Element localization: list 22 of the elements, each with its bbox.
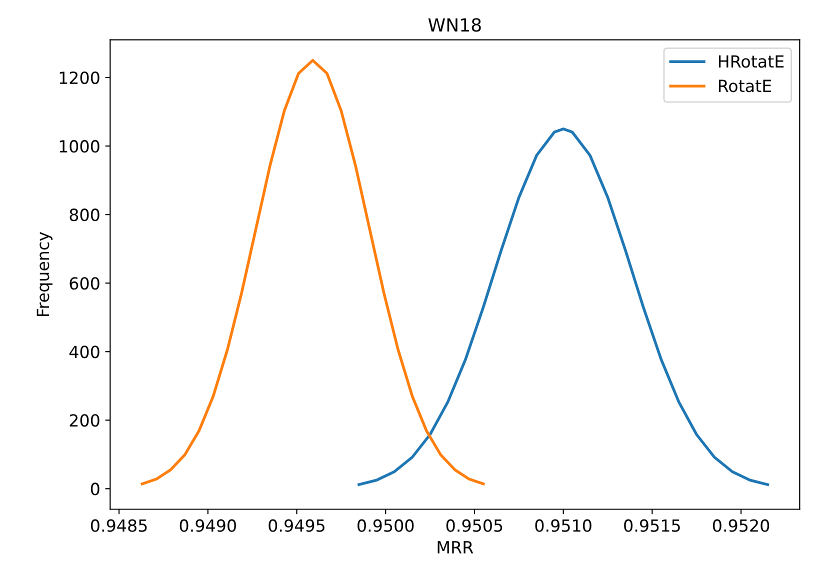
x-tick-label: 0.9500 bbox=[358, 519, 414, 532]
line-series bbox=[358, 128, 770, 486]
legend-label: HRotatE bbox=[718, 55, 784, 68]
y-tick-label: 1000 bbox=[60, 140, 100, 153]
x-tick-label: 0.9510 bbox=[535, 519, 592, 532]
x-tick-label: 0.9495 bbox=[268, 519, 324, 532]
x-axis-title: MRR bbox=[438, 541, 474, 554]
line-series bbox=[140, 59, 485, 486]
y-tick-label: 400 bbox=[69, 346, 100, 358]
y-tick-label: 600 bbox=[70, 277, 100, 290]
x-tick-label: 0.9490 bbox=[180, 519, 236, 532]
y-tick-label: 1200 bbox=[60, 71, 100, 84]
x-tick-label: 0.9520 bbox=[712, 519, 770, 532]
x-tick-label: 0.9485 bbox=[90, 519, 147, 532]
y-tick-label: 0 bbox=[90, 482, 100, 496]
x-tick-label: 0.9515 bbox=[624, 519, 680, 532]
chart-title: WN18 bbox=[428, 18, 481, 32]
y-tick-label: 800 bbox=[70, 208, 100, 222]
y-axis-title: Frequency bbox=[36, 232, 52, 316]
x-tick-label: 0.9505 bbox=[446, 519, 502, 532]
legend-label: RotatE bbox=[718, 80, 772, 92]
y-tick-label: 200 bbox=[70, 414, 100, 427]
